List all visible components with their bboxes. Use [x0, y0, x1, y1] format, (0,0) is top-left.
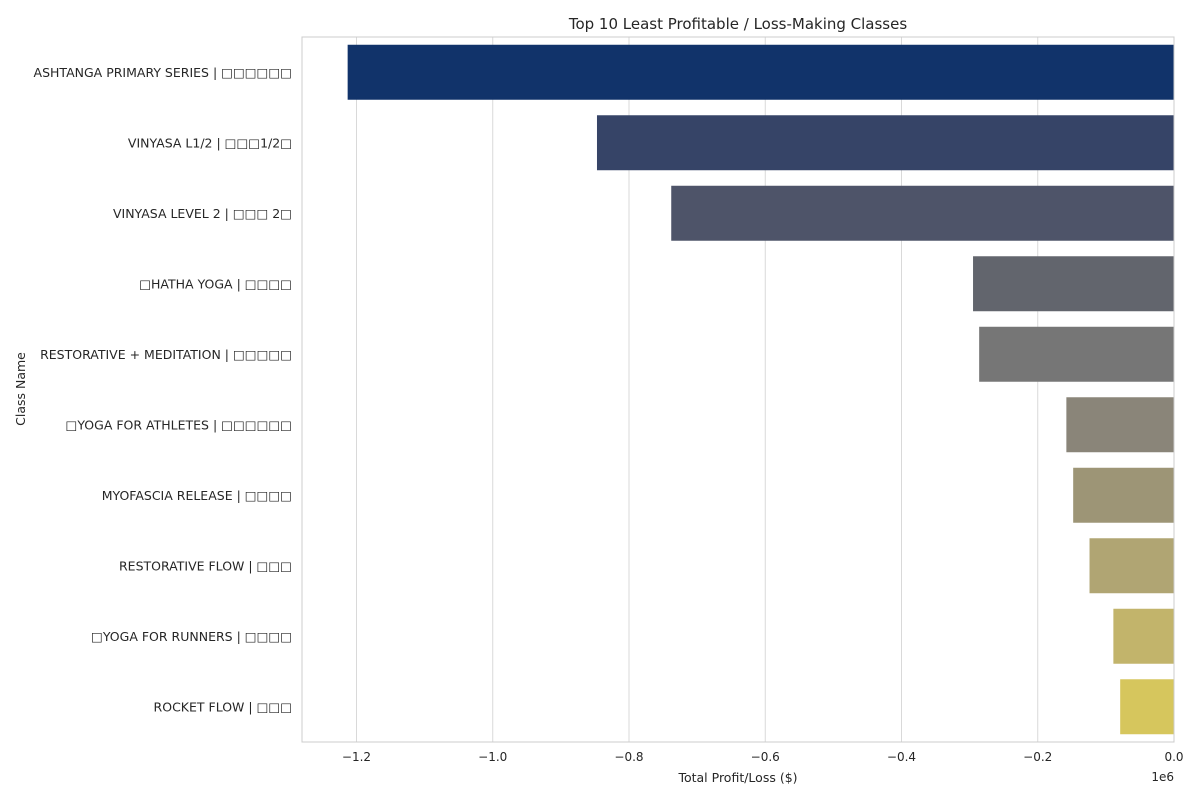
bar — [1066, 397, 1174, 453]
x-tick-label: −0.2 — [1023, 750, 1052, 764]
bar — [1073, 467, 1174, 523]
plot-frame — [301, 36, 1175, 743]
bar — [1113, 608, 1174, 664]
y-category-label: RESTORATIVE + MEDITATION | □□□□□ — [40, 347, 292, 362]
x-tick-label: −1.2 — [342, 750, 371, 764]
x-tick-label: −0.6 — [751, 750, 780, 764]
x-tick-label: −0.4 — [887, 750, 916, 764]
bar — [1120, 679, 1174, 735]
y-category-label: □YOGA FOR ATHLETES | □□□□□□ — [66, 417, 292, 432]
y-category-label: ASHTANGA PRIMARY SERIES | □□□□□□ — [34, 65, 292, 80]
bar — [1089, 538, 1174, 594]
x-axis-offset-label: 1e6 — [1151, 770, 1174, 784]
y-category-label: RESTORATIVE FLOW | □□□ — [119, 558, 292, 573]
y-category-label: VINYASA LEVEL 2 | □□□ 2□ — [113, 206, 292, 221]
y-category-label: ROCKET FLOW | □□□ — [154, 699, 292, 714]
bar — [979, 326, 1174, 382]
x-tick-label: 0.0 — [1164, 750, 1183, 764]
chart-title: Top 10 Least Profitable / Loss-Making Cl… — [568, 15, 908, 33]
x-tick-label: −0.8 — [614, 750, 643, 764]
y-category-label: VINYASA L1/2 | □□□1/2□ — [128, 135, 292, 150]
bar — [973, 256, 1174, 312]
y-category-label: MYOFASCIA RELEASE | □□□□ — [102, 488, 292, 503]
bar — [596, 115, 1174, 171]
y-axis-label: Class Name — [13, 352, 28, 426]
x-axis-label: Total Profit/Loss ($) — [677, 770, 797, 785]
y-category-label: □YOGA FOR RUNNERS | □□□□ — [91, 629, 292, 644]
x-tick-label: −1.0 — [478, 750, 507, 764]
bar — [671, 185, 1174, 241]
y-category-label: □HATHA YOGA | □□□□ — [139, 276, 292, 291]
bar — [347, 44, 1174, 100]
